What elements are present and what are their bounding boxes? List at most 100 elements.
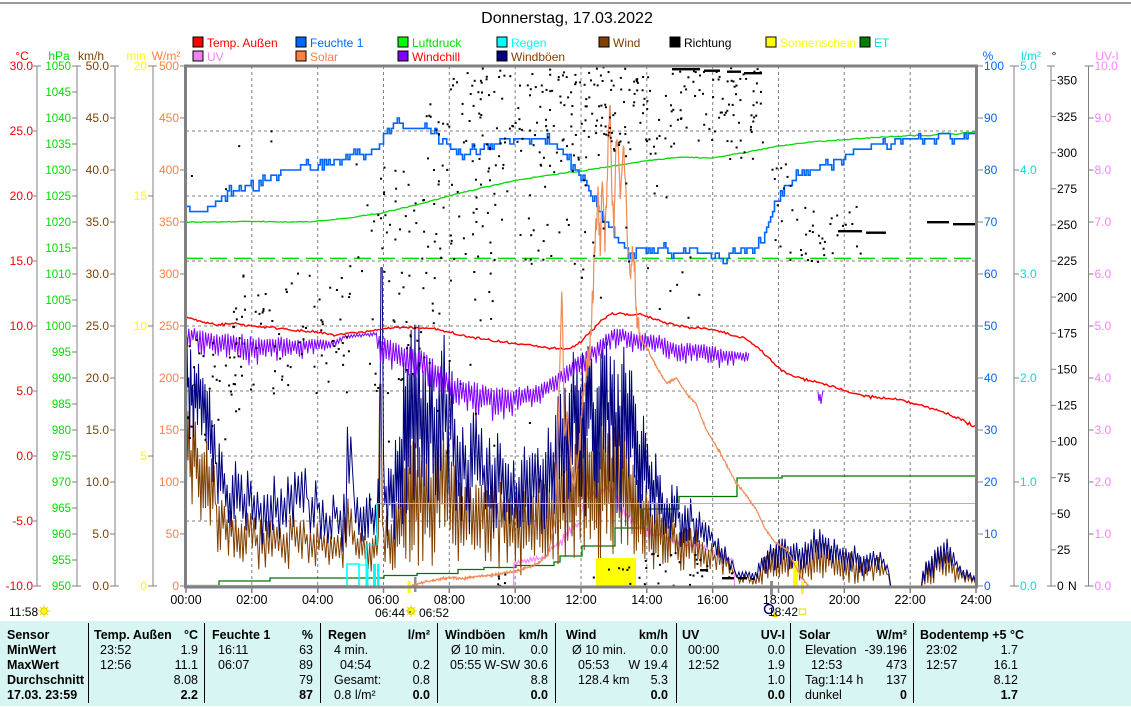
- svg-text:1000: 1000: [45, 321, 71, 333]
- svg-text:W-SW 30.6: W-SW 30.6: [484, 658, 548, 672]
- svg-text:12:57: 12:57: [926, 658, 957, 672]
- svg-text:ET: ET: [874, 36, 890, 50]
- svg-text:UV: UV: [682, 628, 700, 642]
- svg-text:100: 100: [984, 59, 1004, 73]
- svg-text:10: 10: [984, 527, 998, 541]
- svg-text:10.0: 10.0: [86, 475, 110, 489]
- svg-text:8.0: 8.0: [1095, 163, 1112, 177]
- svg-text:12:56: 12:56: [100, 658, 131, 672]
- svg-text:W 19.4: W 19.4: [628, 658, 668, 672]
- svg-text:40.0: 40.0: [86, 163, 110, 177]
- svg-text:0.0: 0.0: [651, 643, 668, 657]
- svg-text:0.2: 0.2: [413, 658, 430, 672]
- svg-text:70: 70: [984, 215, 998, 229]
- svg-text:1040: 1040: [45, 113, 71, 125]
- svg-text:25: 25: [1057, 543, 1071, 557]
- svg-text:N: N: [1068, 579, 1077, 593]
- svg-text:Windchill: Windchill: [412, 50, 460, 64]
- svg-text:02:00: 02:00: [236, 593, 267, 607]
- svg-text:63: 63: [299, 643, 313, 657]
- svg-text:16:00: 16:00: [697, 593, 728, 607]
- svg-text:20.0: 20.0: [86, 371, 110, 385]
- svg-text:0: 0: [984, 579, 991, 593]
- svg-text:150: 150: [159, 423, 179, 437]
- svg-text:1.0: 1.0: [768, 673, 785, 687]
- svg-text:W/m²: W/m²: [152, 49, 181, 63]
- svg-text:0.0: 0.0: [768, 688, 785, 702]
- svg-text:0: 0: [900, 688, 907, 702]
- svg-text:965: 965: [52, 503, 71, 515]
- svg-text:25.0: 25.0: [10, 124, 34, 138]
- svg-text:50: 50: [1057, 507, 1071, 521]
- svg-text:30.0: 30.0: [10, 59, 34, 73]
- svg-text:23:52: 23:52: [100, 643, 131, 657]
- svg-text:1030: 1030: [45, 165, 71, 177]
- svg-text:970: 970: [52, 477, 71, 489]
- svg-text:18:42: 18:42: [768, 605, 798, 619]
- svg-text:Gesamt:: Gesamt:: [334, 673, 381, 687]
- svg-text:16.1: 16.1: [994, 658, 1018, 672]
- svg-text:20:00: 20:00: [829, 593, 860, 607]
- svg-text:MinWert: MinWert: [7, 643, 57, 657]
- svg-text:1020: 1020: [45, 217, 71, 229]
- svg-text:45.0: 45.0: [86, 111, 110, 125]
- svg-text:300: 300: [1057, 146, 1077, 160]
- svg-text:960: 960: [52, 529, 71, 541]
- svg-text:06:52: 06:52: [419, 606, 449, 620]
- svg-text:275: 275: [1057, 182, 1077, 196]
- svg-text:hPa: hPa: [48, 49, 70, 63]
- svg-text:Sonnenschein: Sonnenschein: [780, 36, 856, 50]
- svg-text:18:00: 18:00: [763, 593, 794, 607]
- svg-text:350: 350: [1057, 74, 1077, 88]
- svg-text:UV-I: UV-I: [1095, 49, 1118, 63]
- svg-text:2.2: 2.2: [181, 688, 198, 702]
- svg-text:06:44: 06:44: [375, 606, 405, 620]
- svg-text:975: 975: [52, 451, 71, 463]
- svg-text:1.9: 1.9: [768, 658, 785, 672]
- svg-text:75: 75: [1057, 471, 1071, 485]
- svg-text:Windböen: Windböen: [445, 628, 505, 642]
- svg-text:Sensor: Sensor: [7, 628, 50, 642]
- svg-text:04:54: 04:54: [340, 658, 371, 672]
- svg-text:Ø 10 min.: Ø 10 min.: [451, 643, 505, 657]
- svg-text:3.0: 3.0: [1095, 423, 1112, 437]
- svg-text:15: 15: [134, 189, 148, 203]
- svg-text:0.0: 0.0: [1095, 579, 1112, 593]
- svg-text:Regen: Regen: [511, 36, 546, 50]
- svg-text:Feuchte 1: Feuchte 1: [310, 36, 364, 50]
- svg-text:955: 955: [52, 555, 71, 567]
- svg-text:0.0: 0.0: [531, 643, 548, 657]
- svg-text:5.0: 5.0: [1020, 59, 1037, 73]
- svg-text:1.7: 1.7: [1001, 688, 1018, 702]
- svg-text:12:00: 12:00: [565, 593, 596, 607]
- svg-text:Donnerstag, 17.03.2022: Donnerstag, 17.03.2022: [481, 10, 653, 27]
- svg-text:980: 980: [52, 425, 71, 437]
- svg-text:1.7: 1.7: [1001, 643, 1018, 657]
- svg-text:8.8: 8.8: [531, 673, 548, 687]
- svg-text:00:00: 00:00: [688, 643, 719, 657]
- svg-text:0.8 l/m²: 0.8 l/m²: [334, 688, 376, 702]
- svg-text:1005: 1005: [45, 295, 71, 307]
- svg-text:8.08: 8.08: [174, 673, 198, 687]
- svg-text:11:58: 11:58: [9, 605, 38, 619]
- svg-text:min: min: [126, 49, 145, 63]
- svg-text:5.3: 5.3: [651, 673, 668, 687]
- svg-text:05:53: 05:53: [578, 658, 609, 672]
- svg-text:0.0: 0.0: [1020, 579, 1037, 593]
- svg-text:175: 175: [1057, 326, 1077, 340]
- svg-text:l/m²: l/m²: [408, 628, 430, 642]
- svg-text:-10.0: -10.0: [6, 579, 34, 593]
- svg-text:l/m²: l/m²: [1021, 49, 1041, 63]
- svg-text:1.0: 1.0: [1020, 475, 1037, 489]
- svg-text:0.0: 0.0: [16, 449, 33, 463]
- svg-text:20: 20: [984, 475, 998, 489]
- svg-text:km/h: km/h: [78, 49, 104, 63]
- svg-text:12:53: 12:53: [811, 658, 842, 672]
- svg-text:10.0: 10.0: [1095, 59, 1119, 73]
- svg-text:7.0: 7.0: [1095, 215, 1112, 229]
- svg-text:Temp. Außen: Temp. Außen: [94, 628, 172, 642]
- svg-text:1.0: 1.0: [1095, 527, 1112, 541]
- svg-text:50: 50: [166, 527, 180, 541]
- svg-text:950: 950: [52, 581, 71, 593]
- svg-text:Richtung: Richtung: [684, 36, 731, 50]
